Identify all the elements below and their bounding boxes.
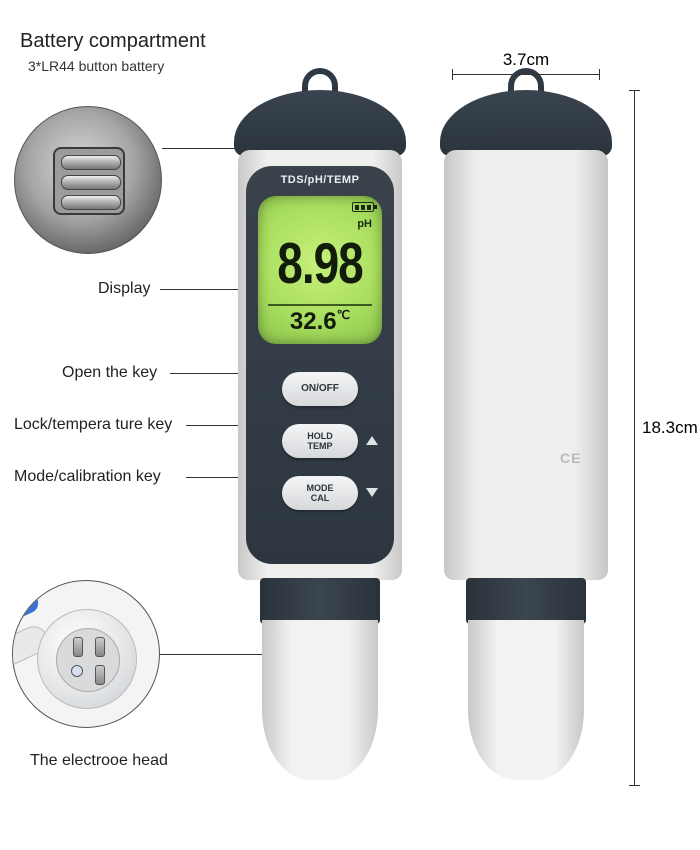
battery-compartment-title: Battery compartment: [20, 30, 206, 53]
electrode-pin: [73, 637, 83, 657]
panel-title: TDS/pH/TEMP: [246, 174, 394, 186]
lcd-temp-unit: ℃: [337, 308, 350, 322]
hold-label: HOLD: [282, 431, 358, 441]
height-dimension-bar: [634, 90, 635, 786]
width-dimension-bar: [452, 74, 600, 75]
electrode-inset-image: [12, 580, 160, 728]
lcd-temp-value: 32.6: [290, 308, 337, 335]
device-body: TDS/pH/TEMP pH 8.98 32.6℃ ON/OFF HOLD TE…: [238, 150, 402, 580]
device-cap: [234, 90, 406, 156]
device-neck: [260, 578, 380, 624]
display-label: Display: [98, 280, 150, 298]
triangle-up-icon: [366, 436, 378, 445]
open-key-label: Open the key: [62, 364, 157, 382]
device-tip: [262, 620, 378, 780]
lcd-main-reading: 8.98: [258, 234, 382, 292]
lcd-divider: [268, 304, 372, 306]
hold-temp-button[interactable]: HOLD TEMP: [282, 424, 358, 458]
device-cap: [440, 90, 612, 156]
lcd-display: pH 8.98 32.6℃: [258, 196, 382, 344]
device-body-back: CE: [444, 150, 608, 580]
battery-cell: [61, 155, 121, 170]
mode-label: MODE: [282, 483, 358, 493]
mode-cal-button[interactable]: MODE CAL: [282, 476, 358, 510]
onoff-button[interactable]: ON/OFF: [282, 372, 358, 406]
device-tip: [468, 620, 584, 780]
battery-cell: [61, 195, 121, 210]
electrode-pin: [71, 665, 83, 677]
electrode-collar: [12, 590, 41, 624]
cal-label: CAL: [282, 493, 358, 503]
front-panel: TDS/pH/TEMP pH 8.98 32.6℃ ON/OFF HOLD TE…: [246, 166, 394, 564]
device-back-view: CE: [452, 90, 600, 790]
lcd-temp-reading: 32.6℃: [258, 308, 382, 336]
device-neck: [466, 578, 586, 624]
battery-compartment-subtitle: 3*LR44 button battery: [28, 58, 164, 74]
electrode-inner: [56, 628, 120, 692]
ce-mark: CE: [560, 450, 581, 466]
lock-temp-key-label: Lock/tempera ture key: [14, 416, 172, 434]
lcd-mode-label: pH: [357, 218, 372, 230]
device-front-view: TDS/pH/TEMP pH 8.98 32.6℃ ON/OFF HOLD TE…: [246, 90, 394, 790]
battery-indicator-icon: [352, 202, 374, 212]
electrode-head-label: The electrooe head: [30, 752, 168, 770]
temp-label: TEMP: [282, 441, 358, 451]
battery-inset-image: [14, 106, 162, 254]
electrode-pin: [95, 637, 105, 657]
battery-tray: [53, 147, 125, 215]
width-dimension: 3.7cm: [452, 50, 600, 75]
width-value: 3.7cm: [503, 50, 549, 69]
onoff-button-label: ON/OFF: [282, 372, 358, 406]
electrode-body: [37, 609, 137, 709]
battery-cell: [61, 175, 121, 190]
triangle-down-icon: [366, 488, 378, 497]
mode-cal-key-label: Mode/calibration key: [14, 468, 161, 486]
height-value: 18.3cm: [642, 418, 698, 438]
electrode-pin: [95, 665, 105, 685]
